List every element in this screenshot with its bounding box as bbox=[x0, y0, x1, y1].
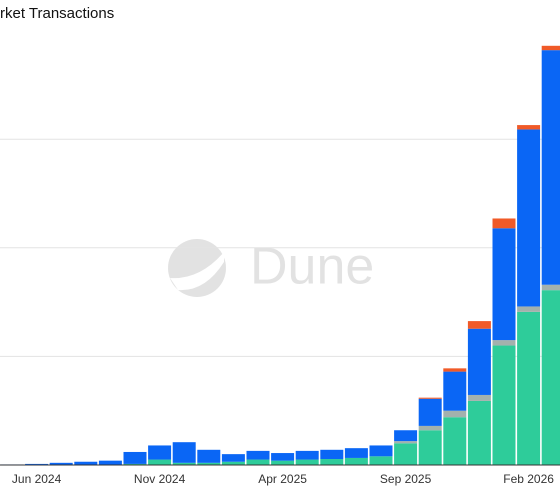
bar-segment bbox=[443, 368, 467, 372]
bar-segment bbox=[148, 445, 172, 460]
bar-segment bbox=[246, 459, 270, 465]
bar-segment bbox=[271, 453, 295, 461]
bar-segment bbox=[49, 462, 73, 465]
bar-segment bbox=[467, 394, 491, 401]
bar-segment bbox=[394, 441, 418, 444]
bar-segment bbox=[295, 459, 319, 465]
bar-segment bbox=[74, 461, 98, 465]
bar-segment bbox=[541, 290, 560, 465]
bar-segment bbox=[394, 430, 418, 442]
bar-segment bbox=[492, 218, 516, 229]
bar-segment bbox=[221, 461, 245, 465]
x-tick-label: Feb 2026 bbox=[503, 472, 554, 486]
bar-segment bbox=[467, 321, 491, 329]
bar-segment bbox=[320, 449, 344, 460]
bar-segment bbox=[517, 311, 541, 465]
bar-segment bbox=[369, 456, 393, 465]
bar-segment bbox=[467, 328, 491, 395]
watermark-logo bbox=[168, 239, 226, 297]
bar-segment bbox=[197, 449, 221, 463]
x-tick-label: Apr 2025 bbox=[258, 472, 307, 486]
bars bbox=[0, 45, 560, 465]
bar-segment bbox=[418, 430, 442, 465]
bar-segment bbox=[344, 457, 368, 465]
watermark-text: Dune bbox=[250, 238, 374, 296]
x-tick-label: Nov 2024 bbox=[134, 472, 186, 486]
bar-segment bbox=[418, 397, 442, 399]
bar-segment bbox=[148, 459, 172, 465]
bar-segment bbox=[172, 462, 196, 465]
watermark: Dune bbox=[168, 238, 374, 297]
bar-segment bbox=[123, 451, 147, 464]
bar-segment bbox=[369, 445, 393, 457]
bar-segment bbox=[320, 459, 344, 465]
bar-segment bbox=[172, 442, 196, 463]
x-tick-label: Jun 2024 bbox=[12, 472, 62, 486]
bar-segment bbox=[492, 340, 516, 346]
bar-segment bbox=[443, 371, 467, 411]
bar-segment bbox=[197, 462, 221, 465]
bar-segment bbox=[221, 454, 245, 462]
bar-segment bbox=[394, 443, 418, 465]
x-tick-label: Sep 2025 bbox=[380, 472, 432, 486]
bar-segment bbox=[467, 400, 491, 465]
chart-title: rket Transactions bbox=[0, 5, 114, 22]
bar-segment bbox=[443, 410, 467, 418]
bar-segment bbox=[517, 125, 541, 130]
bar-segment bbox=[418, 398, 442, 426]
bar-segment bbox=[443, 417, 467, 465]
bar-segment bbox=[541, 45, 560, 51]
watermark-logo-cut bbox=[170, 252, 224, 291]
bar-segment bbox=[123, 463, 147, 465]
bar-segment bbox=[25, 463, 49, 465]
bar-segment bbox=[517, 129, 541, 307]
bar-segment bbox=[541, 50, 560, 285]
grid bbox=[0, 138, 560, 357]
bar-segment bbox=[517, 306, 541, 312]
bar-segment bbox=[246, 450, 270, 460]
bar-segment bbox=[344, 448, 368, 458]
bar-segment bbox=[492, 228, 516, 341]
bar-segment bbox=[271, 460, 295, 465]
bar-segment bbox=[98, 460, 122, 465]
bar-segment bbox=[418, 425, 442, 431]
bar-segment bbox=[295, 450, 319, 460]
bar-segment bbox=[541, 284, 560, 291]
bar-segment bbox=[492, 345, 516, 465]
